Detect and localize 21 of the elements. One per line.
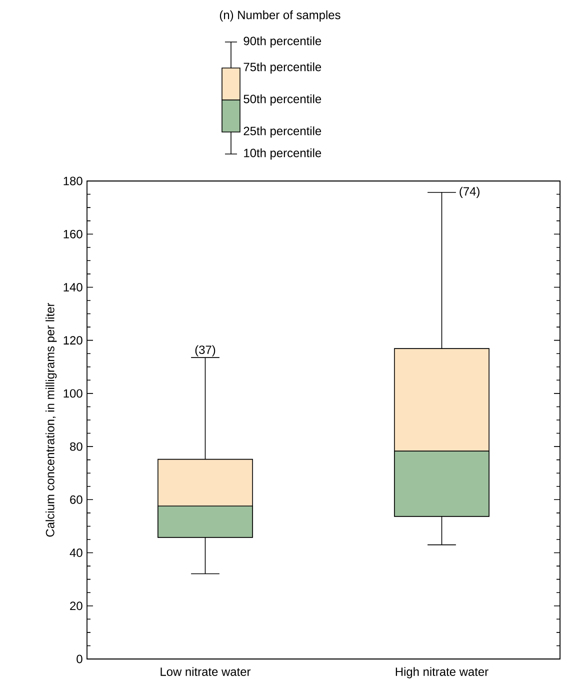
y-tick-label: 0 bbox=[76, 654, 82, 664]
y-tick-label: 20 bbox=[70, 602, 82, 610]
y-axis-title: Calcium concentration, in milligrams per liter bbox=[46, 302, 57, 537]
text: 50th percentile bbox=[244, 94, 322, 106]
y-tick-label: 80 bbox=[70, 442, 82, 451]
y-tick-label: 160 bbox=[64, 230, 82, 238]
text: (n) Number of samples bbox=[220, 10, 340, 22]
x-tick-label: Low nitrate water bbox=[160, 667, 251, 676]
y-tick-label: 60 bbox=[70, 495, 82, 504]
y-tick-label: 140 bbox=[64, 282, 82, 292]
annotation: (37) bbox=[195, 345, 216, 356]
y-tick-label: 100 bbox=[64, 389, 82, 398]
text: 25th percentile bbox=[244, 126, 322, 138]
y-tick-label: 180 bbox=[64, 176, 82, 186]
y-tick-label: 40 bbox=[70, 548, 82, 557]
text: 10th percentile bbox=[244, 148, 322, 160]
x-tick-label: High nitrate water bbox=[396, 667, 488, 678]
text: 75th percentile bbox=[244, 62, 322, 74]
y-tick-label: 120 bbox=[64, 336, 82, 345]
text: 90th percentile bbox=[244, 36, 322, 48]
annotation: (74) bbox=[460, 186, 480, 198]
